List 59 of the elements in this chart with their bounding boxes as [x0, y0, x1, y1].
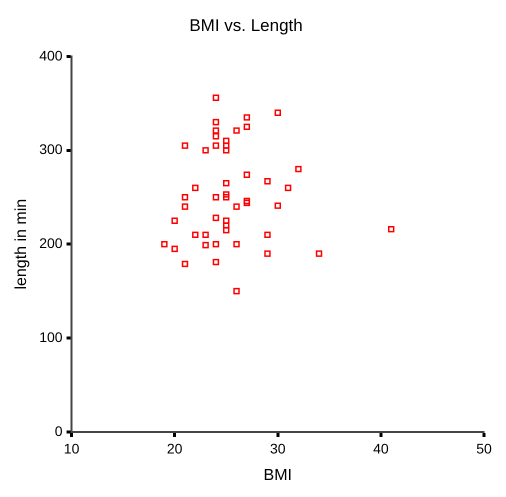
point [233, 240, 240, 248]
point [202, 232, 209, 238]
point [274, 110, 282, 116]
point [295, 166, 302, 172]
point [171, 246, 178, 252]
point [212, 94, 220, 101]
point [316, 250, 322, 257]
y-tick-label: 0 [54, 422, 63, 439]
point [233, 288, 240, 294]
point [212, 214, 220, 222]
point [212, 142, 220, 149]
point [212, 194, 220, 200]
point [182, 142, 188, 149]
point [182, 203, 188, 210]
point [202, 242, 209, 248]
point [223, 180, 230, 186]
x-tick-label: 40 [373, 440, 389, 456]
point [223, 191, 230, 198]
point [244, 124, 250, 130]
point [182, 260, 188, 268]
point [223, 194, 230, 200]
x-axis-title: BMI [264, 466, 292, 484]
y-tick-label: 300 [39, 141, 63, 158]
point [244, 114, 250, 121]
point [274, 202, 282, 209]
y-tick-label: 400 [39, 47, 63, 64]
point [223, 147, 230, 154]
point [212, 132, 220, 140]
point [284, 184, 292, 192]
y-tick-label: 200 [39, 235, 63, 252]
point [192, 232, 199, 238]
y-axis-title: length in min [13, 198, 30, 290]
point [264, 250, 271, 257]
point [171, 218, 178, 224]
x-tick-label: 50 [476, 440, 492, 456]
point [212, 240, 220, 248]
x-tick-label: 10 [64, 440, 80, 456]
y-tick-label: 100 [39, 328, 63, 345]
point [223, 218, 230, 224]
point [264, 178, 271, 185]
point [212, 127, 220, 134]
point [264, 232, 271, 238]
point [233, 203, 240, 210]
chart-title: BMI vs. Length [189, 16, 303, 35]
point [223, 138, 230, 144]
point [161, 240, 168, 248]
point [182, 194, 188, 200]
x-tick-label: 20 [166, 440, 183, 456]
point [223, 226, 230, 234]
point [202, 147, 209, 154]
point [244, 171, 250, 178]
point [192, 184, 199, 192]
point [244, 200, 250, 206]
point [212, 258, 220, 266]
x-tick-label: 30 [270, 440, 286, 456]
point [388, 226, 394, 232]
point [244, 198, 250, 204]
point [233, 127, 240, 134]
point [212, 118, 220, 126]
